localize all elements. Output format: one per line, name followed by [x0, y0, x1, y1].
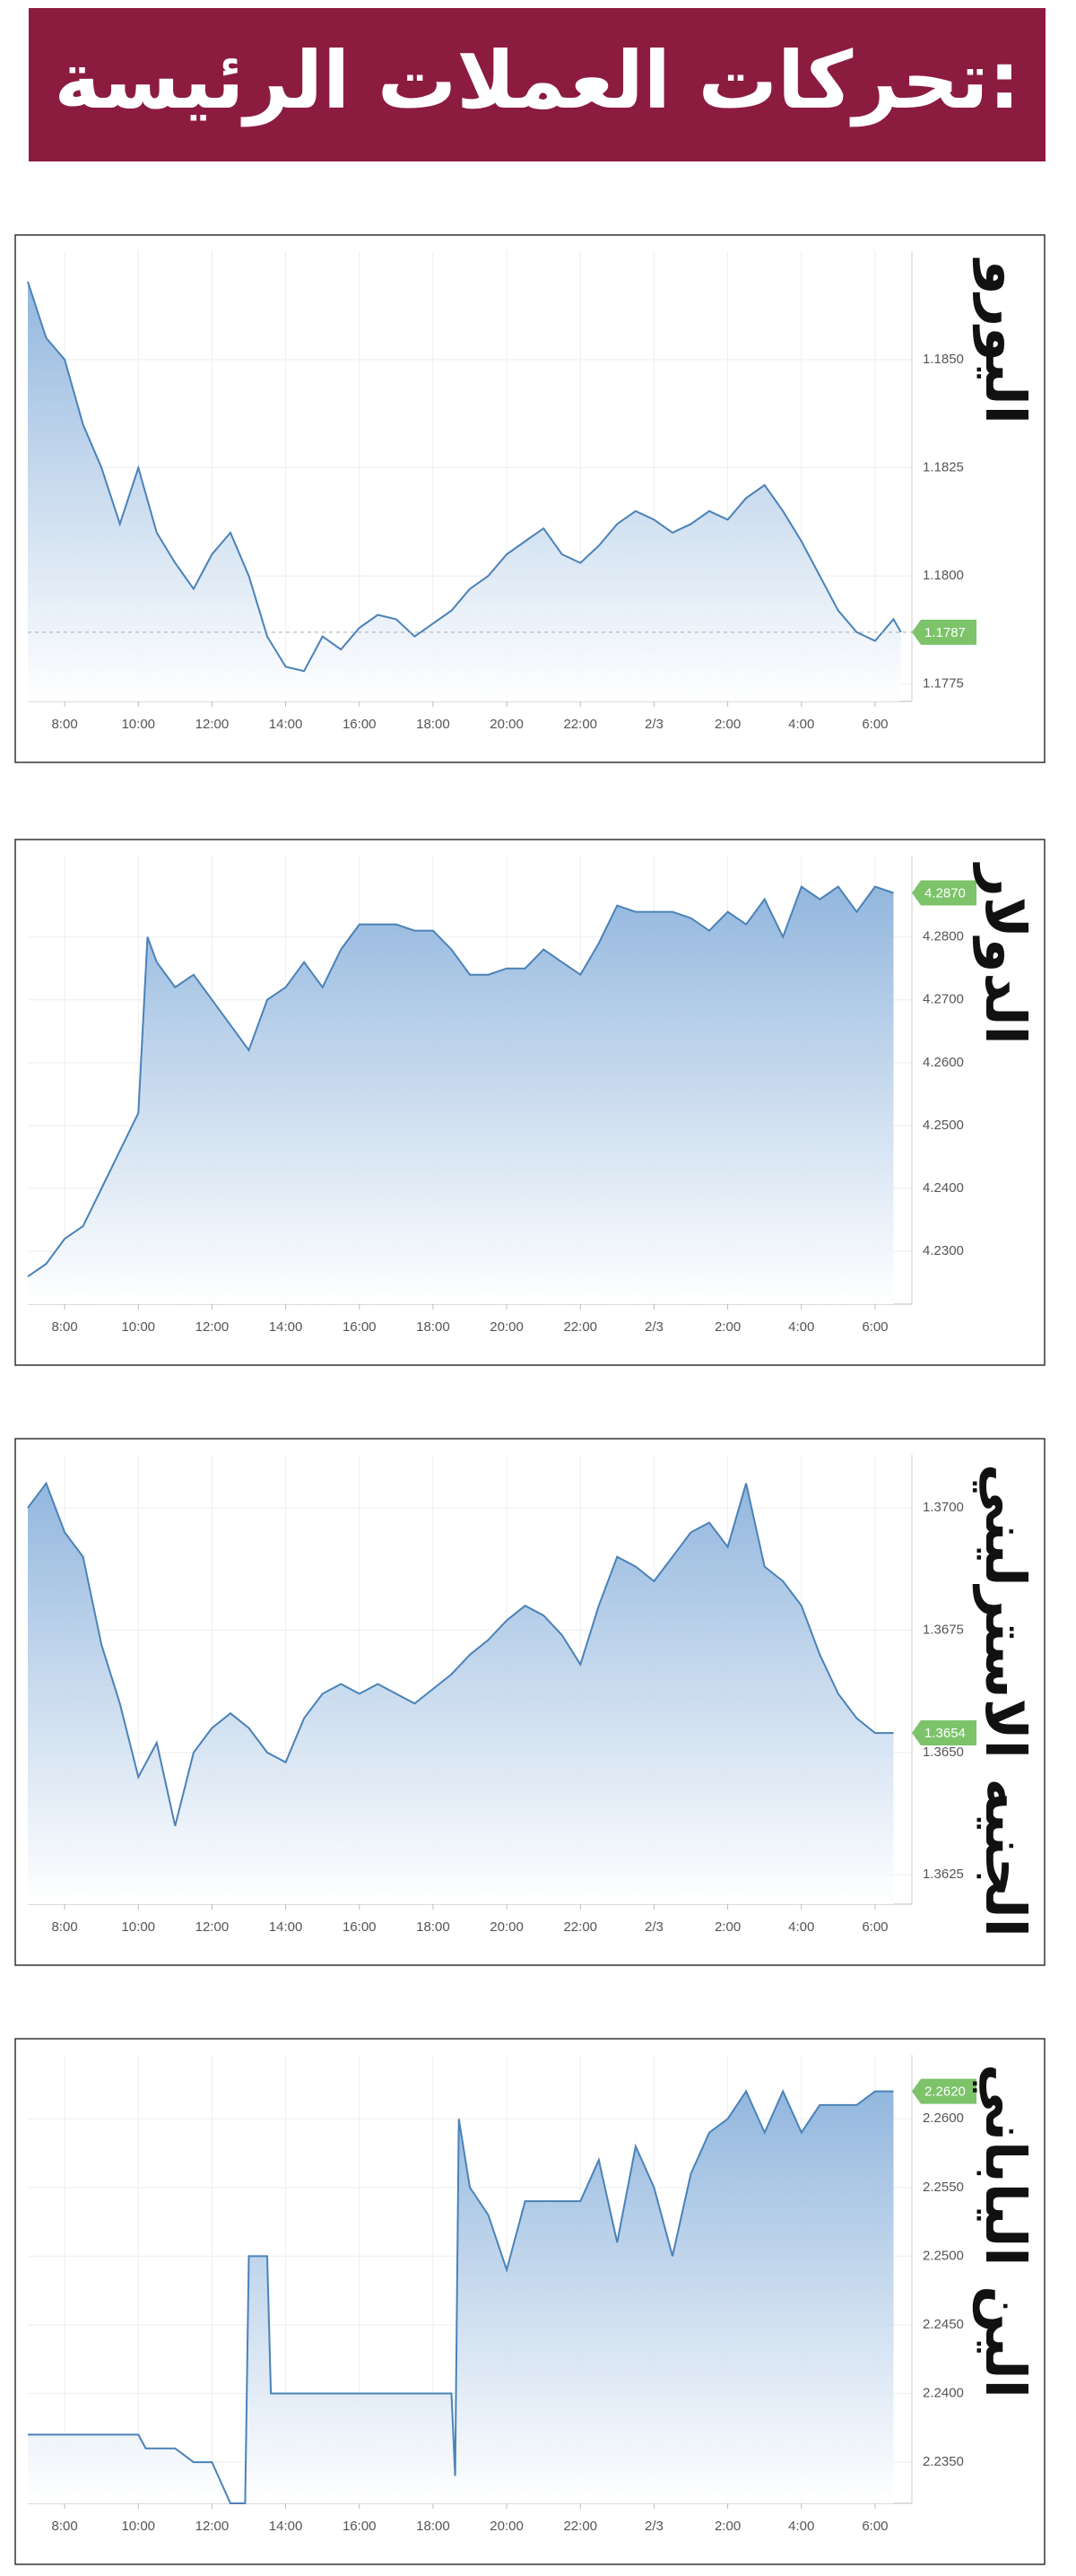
y-tick-label: 1.3625: [923, 1867, 964, 1882]
y-tick-label: 2.2350: [923, 2454, 964, 2469]
current-badge: [912, 619, 976, 645]
x-tick-label: 14:00: [269, 1319, 303, 1335]
x-tick-label: 20:00: [490, 1919, 524, 1935]
x-tick-label: 12:00: [195, 1919, 230, 1935]
y-tick-label: 1.3650: [923, 1745, 964, 1760]
header-banner: [29, 8, 1046, 161]
chart-title: الدولار: [973, 862, 1038, 1045]
x-tick-label: 18:00: [416, 1919, 450, 1935]
price-line: [27, 884, 894, 1278]
price-line: [27, 281, 902, 673]
area-fill: [28, 1483, 894, 1904]
x-tick-label: 2:00: [715, 2519, 741, 2534]
x-tick-label: 12:00: [195, 2519, 230, 2534]
current-label: 1.3654: [924, 1726, 966, 1741]
x-tick-label: 2:00: [715, 1919, 741, 1935]
x-tick-label: 2:00: [715, 1319, 741, 1335]
x-tick-label: 18:00: [416, 717, 450, 732]
x-tick-label: 8:00: [51, 1919, 77, 1935]
y-tick-label: 2.2550: [923, 2180, 964, 2195]
x-tick-label: 14:00: [269, 1919, 303, 1935]
x-tick-label: 20:00: [490, 2519, 524, 2534]
current-label: 4.2870: [924, 886, 966, 901]
price-line: [28, 2089, 894, 2504]
x-tick-label: 10:00: [121, 717, 155, 732]
y-tick-label: 2.2600: [923, 2110, 964, 2126]
y-tick-label: 1.1825: [923, 459, 964, 474]
x-tick-label: 22:00: [563, 717, 597, 732]
x-tick-label: 22:00: [563, 2519, 597, 2534]
y-tick-label: 4.2600: [923, 1055, 964, 1070]
y-tick-label: 4.2400: [923, 1180, 964, 1196]
current-label: 1.1787: [924, 625, 966, 640]
y-tick-label: 4.2300: [923, 1243, 964, 1258]
y-tick-label: 1.1850: [923, 352, 964, 367]
y-tick-label: 4.2500: [923, 1118, 964, 1133]
x-tick-label: 8:00: [51, 1319, 77, 1335]
y-tick-label: 2.2450: [923, 2317, 964, 2332]
x-tick-label: 12:00: [195, 1319, 230, 1335]
x-tick-label: 2/3: [645, 2519, 664, 2534]
chart-title: اليورو: [973, 257, 1038, 424]
x-tick-label: 22:00: [563, 1319, 597, 1335]
x-tick-label: 18:00: [416, 2519, 450, 2534]
y-tick-label: 1.1800: [923, 568, 964, 583]
current-label: 2.2620: [924, 2084, 966, 2100]
x-tick-label: 4:00: [788, 2519, 814, 2534]
x-tick-label: 12:00: [195, 717, 230, 732]
x-tick-label: 6:00: [862, 1319, 888, 1335]
x-tick-label: 2/3: [645, 1319, 664, 1335]
x-tick-label: 10:00: [121, 1919, 155, 1935]
area-fill: [28, 2091, 894, 2503]
x-tick-label: 8:00: [51, 2519, 77, 2534]
x-tick-label: 22:00: [563, 1919, 597, 1935]
x-tick-label: 18:00: [416, 1319, 450, 1335]
x-tick-label: 8:00: [51, 717, 77, 732]
x-tick-label: 16:00: [343, 2519, 377, 2534]
y-tick-label: 2.2400: [923, 2385, 964, 2400]
current-badge: [912, 1720, 976, 1746]
y-tick-label: 4.2700: [923, 992, 964, 1007]
x-tick-label: 16:00: [343, 717, 377, 732]
x-tick-label: 20:00: [490, 717, 524, 732]
chart-title: الين الياباني: [973, 2064, 1038, 2398]
price-line: [27, 1481, 894, 1826]
x-tick-label: 2/3: [645, 717, 664, 732]
current-badge: [912, 880, 976, 906]
y-tick-label: 1.3700: [923, 1500, 964, 1515]
x-tick-label: 2/3: [645, 1919, 664, 1935]
area-fill: [28, 886, 894, 1304]
x-tick-label: 6:00: [862, 1919, 888, 1935]
x-tick-label: 20:00: [490, 1319, 524, 1335]
x-tick-label: 6:00: [862, 2519, 888, 2534]
x-tick-label: 16:00: [343, 1919, 377, 1935]
x-tick-label: 10:00: [121, 1319, 155, 1335]
header-title: تحركات العملات الرئيسة:: [54, 34, 1020, 126]
x-tick-label: 4:00: [788, 1319, 814, 1335]
x-tick-label: 6:00: [862, 717, 888, 732]
x-tick-label: 4:00: [788, 1919, 814, 1935]
x-tick-label: 16:00: [343, 1319, 377, 1335]
x-tick-label: 14:00: [269, 2519, 303, 2534]
chart-title: الجنيه الاسترليني: [973, 1464, 1038, 1937]
y-tick-label: 1.3675: [923, 1622, 964, 1637]
x-tick-label: 2:00: [715, 717, 741, 732]
area-fill: [28, 282, 901, 701]
y-tick-label: 1.1775: [923, 676, 964, 692]
x-tick-label: 14:00: [269, 717, 303, 732]
x-tick-label: 4:00: [788, 717, 814, 732]
y-tick-label: 4.2800: [923, 929, 964, 944]
current-badge: [912, 2078, 976, 2104]
y-tick-label: 2.2500: [923, 2248, 964, 2263]
x-tick-label: 10:00: [121, 2519, 155, 2534]
